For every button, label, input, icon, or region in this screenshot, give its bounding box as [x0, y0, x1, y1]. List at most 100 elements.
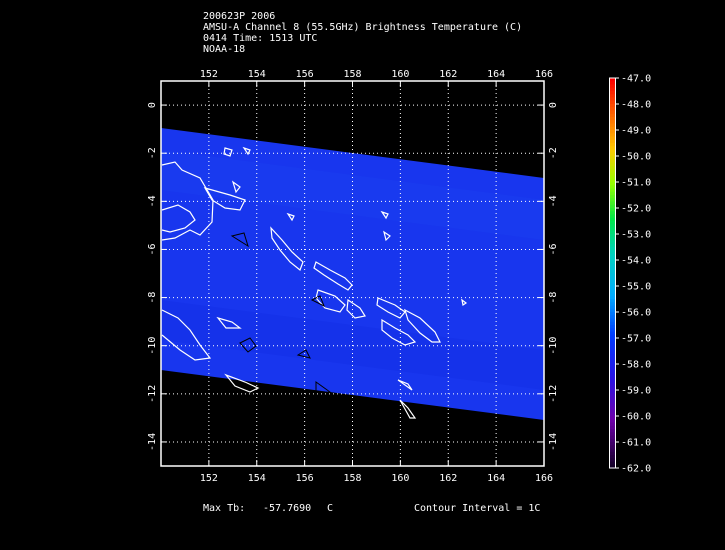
lat-label-left: -10 [147, 337, 158, 355]
lon-label-top: 152 [200, 69, 218, 80]
coastline-new-britain [203, 187, 246, 211]
coastline-guadalcanal [381, 318, 417, 346]
lon-label-bottom: 156 [296, 473, 314, 484]
colorbar-segment [610, 386, 615, 391]
colorbar-segment [610, 221, 615, 225]
colorbar-segment [610, 432, 615, 437]
colorbar-segment [610, 445, 615, 450]
coastline-bougainville [270, 226, 304, 271]
colorbar-segment [610, 84, 615, 89]
colorbar-segment [610, 273, 615, 277]
colorbar-frame [609, 77, 616, 469]
coastline-island [286, 212, 295, 222]
lon-label-top: 156 [296, 69, 314, 80]
coastline-island [461, 298, 468, 306]
lon-label-top: 162 [439, 69, 457, 80]
colorbar-segment [610, 448, 615, 453]
colorbar-segment [610, 94, 615, 99]
colorbar-segment [610, 256, 615, 261]
max-tb-unit: C [327, 503, 334, 514]
colorbar-segment [610, 240, 615, 245]
colorbar-segment [610, 419, 615, 424]
colorbar-segment [610, 165, 615, 170]
colorbar-segment [610, 81, 615, 86]
lon-label-top: 166 [535, 69, 553, 80]
colorbar-segment [610, 250, 615, 255]
colorbar-segment [610, 403, 615, 407]
colorbar-segment [610, 130, 615, 134]
temperature-contour [296, 349, 311, 359]
lat-label-right: -10 [548, 337, 559, 355]
colorbar-segment [610, 341, 615, 346]
contour-interval: Contour Interval = 1C [414, 503, 541, 514]
colorbar-segment [610, 182, 615, 186]
coastline-new-guinea [161, 204, 196, 233]
colorbar-segment [610, 338, 615, 342]
lat-label-left: 0 [147, 102, 158, 108]
colorbar-label: -51.0 [621, 178, 651, 189]
colorbar-segment [610, 325, 615, 329]
colorbar-label: -49.0 [621, 126, 651, 137]
colorbar-segment [610, 136, 615, 141]
colorbar-segment [610, 451, 615, 456]
colorbar-segment [610, 211, 615, 216]
lon-label-bottom: 160 [391, 473, 409, 484]
colorbar-segment [610, 113, 615, 118]
colorbar-segment [610, 123, 615, 128]
colorbar-segment [610, 461, 615, 466]
colorbar-segment [610, 195, 615, 199]
colorbar-segment [610, 292, 615, 297]
colorbar-segment [610, 156, 615, 160]
colorbar-segment [610, 396, 615, 401]
colorbar-segment [610, 139, 615, 144]
lon-label-bottom: 152 [200, 473, 218, 484]
colorbar-segment [610, 78, 615, 82]
coastline-island [383, 230, 391, 242]
product-id: 200623P 2006 [203, 11, 276, 22]
colorbar-segment [610, 295, 615, 300]
colorbar-segment [610, 172, 615, 177]
colorbar-segment [610, 312, 615, 316]
observation-time: 0414 Time: 1513 UTC [203, 33, 318, 44]
colorbar-segment [610, 393, 615, 398]
colorbar-segment [610, 230, 615, 235]
lon-label-top: 164 [487, 69, 505, 80]
lat-label-left: -8 [147, 292, 158, 304]
colorbar-segment [610, 263, 615, 268]
colorbar-segment [610, 422, 615, 427]
max-tb-value: -57.7690 [263, 503, 312, 514]
colorbar-segment [610, 390, 615, 394]
colorbar-segment [610, 383, 615, 388]
colorbar-segment [610, 107, 615, 112]
colorbar-segment [610, 260, 615, 264]
colorbar-segment [610, 100, 615, 105]
colorbar-segment [610, 458, 615, 463]
colorbar-segment [610, 370, 615, 375]
colorbar-label: -61.0 [621, 438, 651, 449]
colorbar-segment [610, 146, 615, 151]
colorbar-segment [610, 315, 615, 320]
colorbar-segment [610, 399, 615, 404]
lat-label-left: -4 [147, 195, 158, 207]
colorbar-segment [610, 412, 615, 417]
coastline-island [399, 399, 417, 419]
colorbar-segment [610, 117, 615, 121]
colorbar-label: -62.0 [621, 464, 651, 475]
colorbar-label: -59.0 [621, 386, 651, 397]
coastline-malaita [404, 308, 441, 343]
colorbar-segment [610, 152, 615, 157]
colorbar-segment [610, 191, 615, 196]
colorbar-segment [610, 429, 615, 433]
colorbar-segment [610, 87, 615, 92]
lat-label-left: -2 [147, 147, 158, 159]
colorbar-segment [610, 351, 615, 355]
colorbar-segment [610, 201, 615, 206]
colorbar-label: -60.0 [621, 412, 651, 423]
max-tb-label: Max Tb: [203, 503, 246, 514]
colorbar-segment [610, 308, 615, 313]
colorbar-segment [610, 247, 615, 251]
colorbar-segment [610, 406, 615, 411]
lat-label-right: -4 [548, 195, 559, 207]
lon-label-bottom: 158 [343, 473, 361, 484]
